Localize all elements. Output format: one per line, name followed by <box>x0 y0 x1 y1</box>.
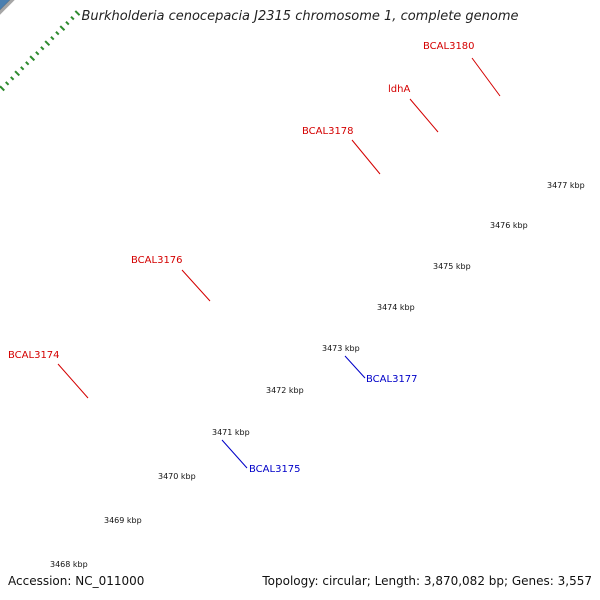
gc-tick-inner <box>0 85 5 92</box>
gene-label-bcal3177: BCAL3177 <box>366 374 418 385</box>
leader-line-bcal3176 <box>181 269 211 302</box>
gene-label-ldha: ldhA <box>388 84 410 95</box>
gc-tick-inner <box>50 36 55 41</box>
gc-tick-inner <box>5 81 10 86</box>
summary-text: Topology: circular; Length: 3,870,082 bp… <box>262 574 592 588</box>
ruler-tick-label: 3473 kbp <box>322 344 360 353</box>
gc-tick-inner <box>74 10 81 16</box>
gene-label-bcal3178: BCAL3178 <box>302 126 354 137</box>
gc-tick-tracks <box>0 10 81 92</box>
gene-bcal3177-shadow <box>0 0 15 15</box>
gc-tick-inner <box>29 55 36 62</box>
gc-tick-inner <box>65 21 70 26</box>
ruler-tick-label: 3469 kbp <box>104 516 142 525</box>
leader-line-bcal3174 <box>57 363 89 399</box>
leader-line-bcal3178 <box>351 139 381 175</box>
map-title: Burkholderia cenocepacia J2315 chromosom… <box>81 9 519 24</box>
ruler-tick-label: 3476 kbp <box>490 221 528 230</box>
gc-tick-inner <box>55 31 60 36</box>
gc-tick-inner <box>25 61 30 66</box>
ruler-tick-label: 3468 kbp <box>50 560 88 569</box>
gc-tick-inner <box>20 66 25 71</box>
ruler-tick-label: 3475 kbp <box>433 262 471 271</box>
gc-tick-inner <box>40 46 45 51</box>
ruler-tick-label: 3474 kbp <box>377 303 415 312</box>
accession-text: Accession: NC_011000 <box>8 574 145 588</box>
leader-line-bcal3175 <box>221 439 248 469</box>
gc-tick-inner <box>59 25 66 31</box>
ruler-tick-label: 3470 kbp <box>158 472 196 481</box>
leader-line-bcal3180 <box>471 57 501 97</box>
gc-tick-inner <box>10 76 15 81</box>
gc-tick-inner <box>14 70 21 77</box>
leader-line-bcal3177 <box>344 355 366 379</box>
ruler-tick-label: 3471 kbp <box>212 428 250 437</box>
gene-labels: BCAL3174 BCAL3175 BCAL3176 BCAL3177 BCAL3178… <box>8 41 501 475</box>
gene-label-bcal3175: BCAL3175 <box>249 464 301 475</box>
gene-label-bcal3176: BCAL3176 <box>131 255 183 266</box>
ruler-tick-label: 3472 kbp <box>266 386 304 395</box>
leader-line-ldha <box>409 98 439 133</box>
gene-label-bcal3174: BCAL3174 <box>8 350 60 361</box>
ruler-labels: 3468 kbp 3469 kbp 3470 kbp 3471 kbp 3472 kbp… <box>50 181 585 569</box>
gc-tick-inner <box>35 51 40 56</box>
gc-tick-inner <box>44 40 51 47</box>
gene-features <box>0 0 15 15</box>
ruler-tick-label: 3477 kbp <box>547 181 585 190</box>
gene-label-bcal3180: BCAL3180 <box>423 41 475 52</box>
gene-bcal3177 <box>0 0 11 11</box>
gc-tick-inner <box>70 15 75 21</box>
